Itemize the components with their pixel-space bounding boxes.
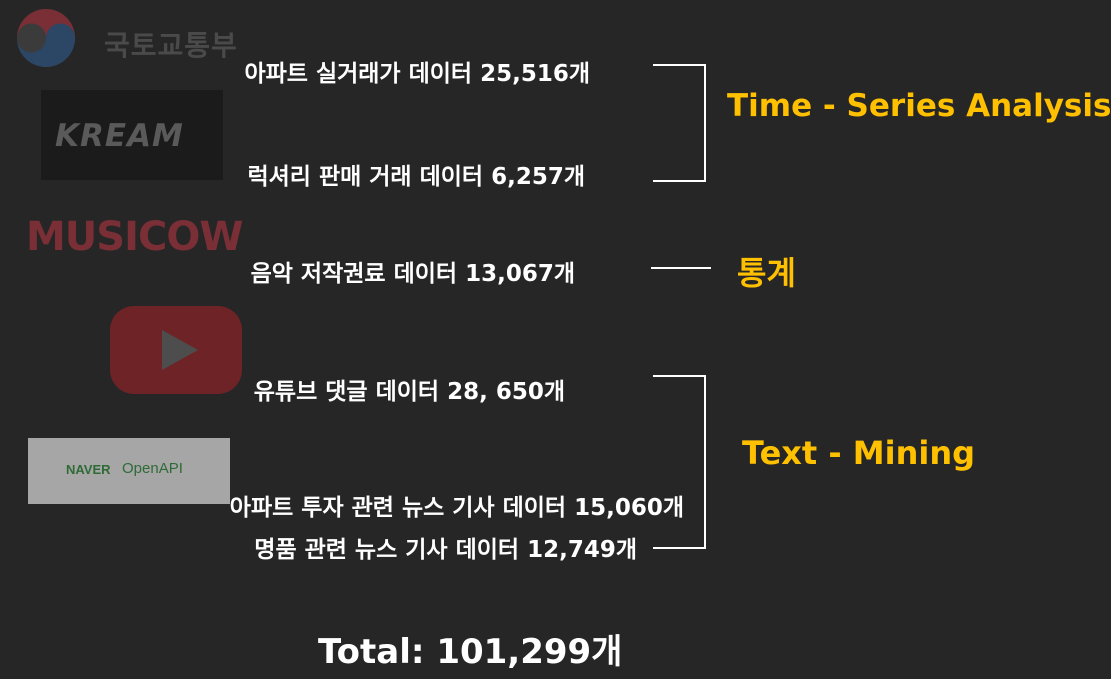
molit-logo-text: 국토교통부 [104,29,238,62]
musicow-logo: MUSICOW [26,212,243,264]
text-mining-bracket [653,375,706,549]
youtube-play-icon [110,306,242,394]
naver-openapi-text: OpenAPI [122,460,183,477]
naver-brand-text: NAVER [66,462,111,477]
molit-logo: 국토교통부 [10,6,240,70]
dataset-luxury-news: 명품 관련 뉴스 기사 데이터 12,749개 [254,537,637,563]
category-time-series: Time - Series Analysis [727,88,1111,124]
dataset-music-royalty: 음악 저작권료 데이터 13,067개 [250,261,575,287]
stats-connector-line [651,267,711,269]
dataset-apartment-trades: 아파트 실거래가 데이터 25,516개 [244,61,590,87]
youtube-logo [110,304,242,396]
total-count: Total: 101,299개 [318,632,623,672]
taegeuk-icon [17,9,75,67]
dataset-luxury-trades: 럭셔리 판매 거래 데이터 6,257개 [247,164,585,190]
dataset-apartment-news: 아파트 투자 관련 뉴스 기사 데이터 15,060개 [229,495,684,521]
category-text-mining: Text - Mining [742,434,976,472]
kream-logo-text: KREAM [55,118,184,154]
musicow-logo-text: MUSICOW [26,214,243,260]
time-series-bracket [653,64,706,182]
dataset-youtube-comments: 유튜브 댓글 데이터 28, 650개 [253,379,565,405]
naver-openapi-logo: NAVER OpenAPI [28,438,230,504]
kream-logo: KREAM [41,90,223,180]
category-stats: 통계 [737,254,796,292]
